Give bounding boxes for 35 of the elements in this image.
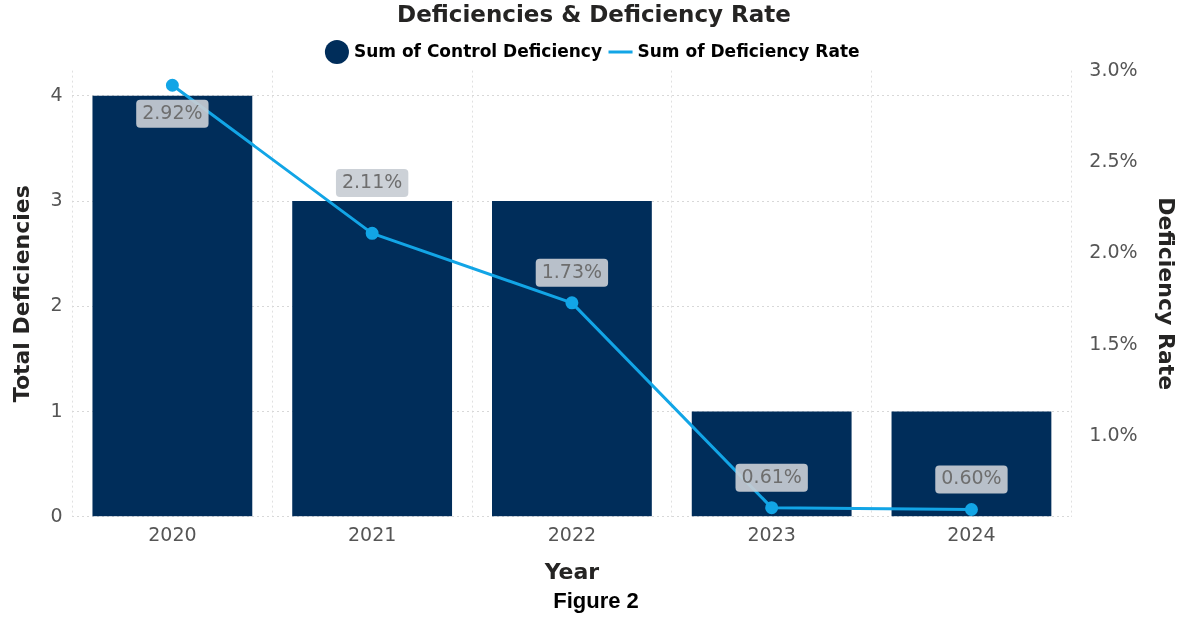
y-tick-label: 3	[50, 188, 63, 211]
x-tick-label: 2024	[947, 523, 996, 546]
y-axis-title: Total Deficiencies	[8, 185, 34, 403]
data-label: 2.92%	[142, 100, 203, 123]
legend-label: Sum of Control Deficiency	[353, 40, 603, 61]
bar	[292, 201, 453, 517]
point	[165, 78, 179, 92]
data-label: 2.11%	[341, 170, 403, 193]
y-tick-label: 1	[50, 398, 63, 421]
point	[565, 296, 579, 310]
y-tick-label: 4	[50, 82, 63, 105]
x-axis-title: Year	[543, 558, 600, 584]
point	[365, 226, 379, 240]
y2-tick-label: 2.5%	[1089, 148, 1138, 171]
x-tick-label: 2022	[547, 523, 597, 546]
y2-axis-title: Deficiency Rate	[1154, 197, 1180, 391]
y2-tick-label: 2.0%	[1089, 240, 1138, 263]
y2-tick-label: 3.0%	[1089, 57, 1138, 80]
y2-tick-label: 1.0%	[1089, 423, 1138, 446]
x-tick-label: 2021	[347, 523, 397, 546]
caption: Figure 2	[552, 588, 640, 614]
legend-label: Sum of Deficiency Rate	[637, 40, 860, 61]
point	[964, 502, 978, 516]
chart-title: Deficiencies & Deficiency Rate	[397, 0, 791, 27]
y-tick-label: 2	[50, 293, 63, 316]
bar	[92, 95, 253, 517]
data-label: 0.60%	[941, 466, 1002, 489]
point	[765, 501, 779, 515]
y-tick-label: 0	[50, 503, 63, 526]
bar	[492, 201, 652, 517]
x-tick-label: 2023	[747, 523, 796, 546]
y2-tick-label: 1.5%	[1089, 331, 1138, 354]
data-label: 1.73%	[541, 259, 603, 282]
data-label: 0.61%	[741, 464, 802, 487]
x-tick-label: 2020	[148, 523, 197, 546]
